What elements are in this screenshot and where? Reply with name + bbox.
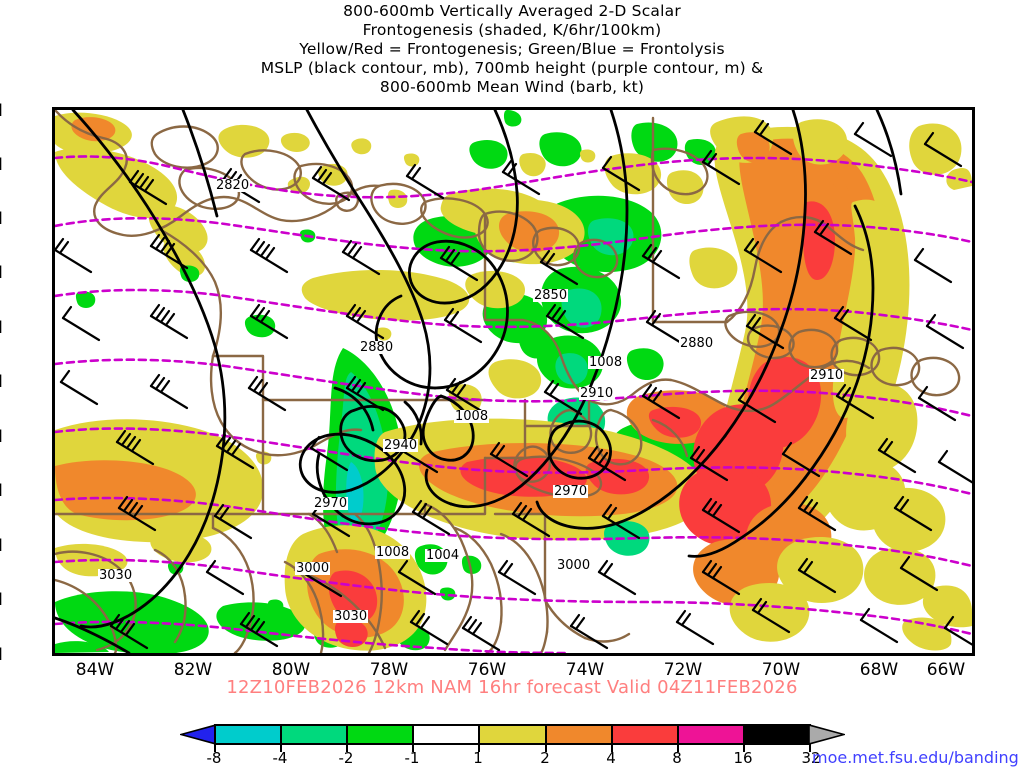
height-contour-label: 2940 bbox=[383, 438, 419, 453]
height-contour-label: 2820 bbox=[215, 178, 251, 193]
y-tick-label: 41N bbox=[0, 427, 3, 447]
chart-title: 800-600mb Vertically Averaged 2-D Scalar… bbox=[0, 2, 1024, 97]
map-canvas bbox=[55, 110, 972, 653]
height-contour-label: 2910 bbox=[809, 368, 845, 383]
x-tick-label: 72W bbox=[663, 660, 703, 680]
x-axis-tick bbox=[954, 653, 956, 656]
x-tick-label: 80W bbox=[271, 660, 311, 680]
colorbar-segment bbox=[414, 726, 481, 743]
y-tick-label: 46N bbox=[0, 155, 3, 175]
y-axis-tick bbox=[52, 544, 55, 546]
y-axis-tick bbox=[52, 653, 55, 655]
y-axis-tick bbox=[52, 599, 55, 601]
y-tick-label: 43N bbox=[0, 318, 3, 338]
y-axis-tick bbox=[52, 327, 55, 329]
x-tick-label: 70W bbox=[761, 660, 801, 680]
mslp-contour-label: 1008 bbox=[375, 545, 411, 560]
colorbar-tick-label: 8 bbox=[672, 749, 682, 767]
colorbar-segment bbox=[744, 726, 809, 743]
x-axis-tick bbox=[197, 653, 199, 656]
title-line-4: MSLP (black contour, mb), 700mb height (… bbox=[260, 59, 764, 77]
x-axis-tick bbox=[589, 653, 591, 656]
height-contour-label: 3000 bbox=[295, 561, 331, 576]
colorbar-tick-label: -4 bbox=[272, 749, 288, 767]
colorbar-tick-label: 1 bbox=[473, 749, 483, 767]
x-axis-tick bbox=[393, 653, 395, 656]
site-watermark: moe.met.fsu.edu/banding bbox=[812, 748, 1019, 767]
x-axis-tick bbox=[785, 653, 787, 656]
x-axis-tick bbox=[883, 653, 885, 656]
forecast-caption: 12Z10FEB2026 12km NAM 16hr forecast Vali… bbox=[226, 677, 798, 698]
y-tick-label: 42N bbox=[0, 372, 3, 392]
colorbar-segment bbox=[612, 726, 679, 743]
colorbar-tick-label: -2 bbox=[338, 749, 354, 767]
colorbar-segment bbox=[348, 726, 415, 743]
x-tick-label: 68W bbox=[859, 660, 899, 680]
title-line-2: Frontogenesis (shaded, K/6hr/100km) bbox=[362, 21, 662, 39]
colorbar-segment bbox=[282, 726, 349, 743]
mslp-contour-label: 1008 bbox=[588, 355, 624, 370]
colorbar-segment bbox=[546, 726, 613, 743]
y-axis-tick bbox=[52, 273, 55, 275]
colorbar-segment bbox=[678, 726, 745, 743]
map-plot-area: 2820 2850 2880 2880 2910 2910 2940 2970 … bbox=[52, 107, 975, 656]
y-tick-label: 47N bbox=[0, 101, 3, 121]
colorbar: -8 -4 -2 -1 1 2 4 8 16 32 bbox=[180, 724, 845, 767]
height-contour-label: 2910 bbox=[579, 386, 615, 401]
x-tick-label: 74W bbox=[565, 660, 605, 680]
title-line-5: 800-600mb Mean Wind (barb, kt) bbox=[379, 78, 645, 96]
x-tick-label: 78W bbox=[369, 660, 409, 680]
x-tick-label: 76W bbox=[467, 660, 507, 680]
y-tick-label: 37N bbox=[0, 645, 3, 665]
x-tick-label: 82W bbox=[173, 660, 213, 680]
x-axis-tick bbox=[295, 653, 297, 656]
y-tick-label: 38N bbox=[0, 590, 3, 610]
x-tick-label: 66W bbox=[926, 660, 966, 680]
colorbar-segment bbox=[480, 726, 547, 743]
height-contour-label: 2970 bbox=[313, 496, 349, 511]
colorbar-segment bbox=[216, 726, 283, 743]
colorbar-tick-label: 4 bbox=[606, 749, 616, 767]
title-line-1: 800-600mb Vertically Averaged 2-D Scalar bbox=[343, 2, 681, 20]
x-axis-tick bbox=[491, 653, 493, 656]
y-axis-tick bbox=[52, 110, 55, 112]
height-contour-label: 3030 bbox=[98, 568, 134, 583]
mslp-contours bbox=[55, 110, 903, 653]
y-tick-label: 39N bbox=[0, 536, 3, 556]
height-contour-label: 2880 bbox=[359, 340, 395, 355]
colorbar-over-arrow bbox=[809, 724, 845, 745]
y-tick-label: 44N bbox=[0, 263, 3, 283]
colorbar-under-arrow bbox=[180, 724, 216, 745]
height-contour-label: 3000 bbox=[556, 558, 592, 573]
y-axis-tick bbox=[52, 490, 55, 492]
title-line-3: Yellow/Red = Frontogenesis; Green/Blue =… bbox=[299, 40, 725, 58]
colorbar-tick-label: -8 bbox=[206, 749, 222, 767]
x-axis-tick bbox=[687, 653, 689, 656]
colorbar-segments bbox=[214, 724, 811, 745]
colorbar-tick-label: 2 bbox=[540, 749, 550, 767]
height-contour-label: 2880 bbox=[679, 336, 715, 351]
x-tick-label: 84W bbox=[75, 660, 115, 680]
x-axis-tick bbox=[99, 653, 101, 656]
y-axis-tick bbox=[52, 164, 55, 166]
colorbar-tick-label: -1 bbox=[404, 749, 420, 767]
height-contour-label: 3030 bbox=[333, 609, 369, 624]
y-axis-tick bbox=[52, 219, 55, 221]
height-contour-label: 2970 bbox=[553, 484, 589, 499]
wind-barbs bbox=[55, 119, 972, 652]
colorbar-tick-label: 32 bbox=[801, 749, 821, 767]
height-contour-label: 2850 bbox=[533, 288, 569, 303]
mslp-contour-label: 1008 bbox=[454, 409, 490, 424]
y-axis-tick bbox=[52, 382, 55, 384]
mslp-contour-label: 1004 bbox=[425, 548, 461, 563]
colorbar-tick-label: 16 bbox=[733, 749, 753, 767]
y-tick-label: 45N bbox=[0, 209, 3, 229]
y-tick-label: 40N bbox=[0, 481, 3, 501]
y-axis-tick bbox=[52, 436, 55, 438]
frontogenesis-shading bbox=[55, 110, 972, 653]
